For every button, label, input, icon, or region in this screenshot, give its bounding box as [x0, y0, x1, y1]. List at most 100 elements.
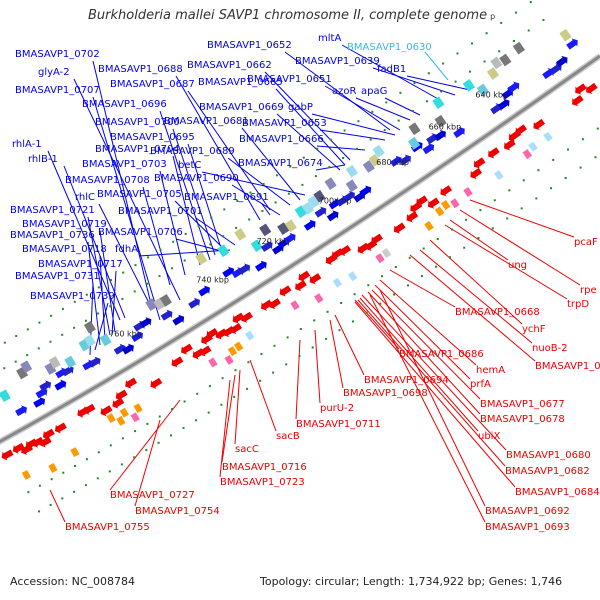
forward-gene-label[interactable]: BMASAVP1_0707 [15, 85, 100, 96]
forward-gene-label[interactable]: mltA [318, 33, 341, 44]
forward-gene-label[interactable]: BMASAVP1_0701 [118, 206, 203, 217]
forward-gene-label[interactable]: apaG [361, 86, 387, 97]
reverse-feature-arrow [416, 195, 428, 207]
guide-dot [196, 392, 199, 395]
reverse-gene-label[interactable]: hemA [476, 365, 505, 376]
reverse-gene-label[interactable]: ychF [522, 324, 546, 335]
forward-feature-arrow [139, 317, 152, 329]
guide-dot [122, 271, 125, 274]
feature-box [490, 56, 503, 70]
reverse-gene-label[interactable]: BMASAVP1_0677 [480, 399, 565, 410]
forward-gene-label[interactable]: glyA-2 [38, 67, 70, 78]
reverse-gene-label[interactable]: BMASAVP1_0684 [515, 487, 600, 498]
reverse-gene-label[interactable]: BMASAVP1_0686 [399, 349, 484, 360]
highlighted-gene-label[interactable]: BMASAVP1_0630 [347, 42, 432, 53]
forward-gene-label[interactable]: BMASAVP1_0653 [242, 118, 327, 129]
forward-gene-label[interactable]: BMASAVP1_0705 [97, 189, 182, 200]
reverse-gene-label[interactable]: ubiX [478, 431, 500, 442]
reverse-feature-arrow [572, 94, 584, 107]
forward-gene-label[interactable]: BMASAVP1_0706 [98, 227, 183, 238]
reverse-gene-label[interactable]: BMASAVP1_0680 [506, 450, 591, 461]
forward-gene-label[interactable]: rhlB-1 [28, 154, 58, 165]
forward-gene-label[interactable]: betC [178, 160, 201, 171]
forward-gene-label[interactable]: BMASAVP1_0681 [164, 116, 249, 127]
forward-gene-label[interactable]: BMASAVP1_0721 [10, 205, 95, 216]
forward-gene-label[interactable]: rhlA-1 [12, 139, 42, 150]
map-title-suffix: p [490, 12, 496, 21]
reverse-gene-label[interactable]: BMASAVP1_0754 [135, 506, 220, 517]
guide-dot [262, 183, 265, 185]
reverse-gene-label[interactable]: BMASAVP1_0716 [222, 462, 307, 473]
forward-gene-label[interactable]: BMASAVP1_0704 [95, 144, 180, 155]
forward-gene-label[interactable]: BMASAVP1_0695 [110, 132, 195, 143]
forward-gene-label[interactable]: BMASAVP1_0691 [184, 192, 269, 203]
forward-gene-label[interactable]: BMASAVP1_0669 [199, 102, 284, 113]
reverse-gene-label[interactable]: rpe [580, 285, 597, 296]
forward-gene-label[interactable]: gabP [288, 102, 313, 113]
reverse-leader-line [419, 249, 533, 344]
forward-feature-arrow [15, 405, 28, 417]
forward-gene-label[interactable]: fdhA [115, 244, 138, 255]
reverse-gene-label[interactable]: BMASAVP1_0698 [343, 388, 428, 399]
forward-gene-label[interactable]: BMASAVP1_0662 [187, 60, 272, 71]
forward-gene-label[interactable]: BMASAVP1_0700 [95, 117, 180, 128]
guide-dot [594, 156, 597, 159]
forward-gene-label[interactable]: BMASAVP1_0687 [110, 79, 195, 90]
reverse-gene-label[interactable]: BMASAVP1_0667 [535, 361, 600, 372]
reverse-gene-label[interactable]: BMASAVP1_0693 [485, 522, 570, 533]
guide-dot [485, 32, 488, 35]
guide-dot [49, 503, 52, 506]
reverse-gene-label[interactable]: sacB [276, 431, 300, 442]
guide-dot [96, 477, 99, 480]
forward-gene-label[interactable]: BMASAVP1_0696 [82, 99, 167, 110]
forward-feature-arrow [238, 263, 251, 275]
reverse-gene-label[interactable]: sacC [235, 444, 259, 455]
guide-dot [85, 319, 87, 322]
forward-gene-label[interactable]: BMASAVP1_0690 [154, 173, 239, 184]
forward-gene-label[interactable]: BMASAVP1_0652 [207, 40, 292, 51]
guide-dot [329, 138, 332, 141]
forward-gene-label[interactable]: BMASAVP1_0689 [150, 146, 235, 157]
feature-box [347, 271, 358, 282]
forward-gene-label[interactable]: BMASAVP1_0717 [38, 259, 123, 270]
reverse-gene-label[interactable]: BMASAVP1_0723 [220, 477, 305, 488]
forward-gene-label[interactable]: BMASAVP1_0736 [10, 230, 95, 241]
reverse-gene-label[interactable]: prfA [470, 379, 491, 390]
forward-gene-label[interactable]: BMASAVP1_0702 [15, 49, 100, 60]
reverse-gene-label[interactable]: purU-2 [320, 403, 354, 414]
reverse-gene-label[interactable]: BMASAVP1_0678 [480, 414, 565, 425]
forward-gene-label[interactable]: fadB1 [377, 64, 406, 75]
forward-gene-label[interactable]: BMASAVP1_0708 [65, 175, 150, 186]
reverse-gene-label[interactable]: BMASAVP1_0727 [110, 490, 195, 501]
reverse-gene-label[interactable]: BMASAVP1_0755 [65, 522, 150, 533]
reverse-gene-label[interactable]: BMASAVP1_0692 [485, 506, 570, 517]
forward-gene-label[interactable]: BMASAVP1_0719 [22, 219, 107, 230]
guide-dot [454, 80, 457, 83]
reverse-gene-label[interactable]: trpD [567, 299, 589, 310]
reverse-gene-label[interactable]: nuoB-2 [532, 343, 568, 354]
forward-gene-label[interactable]: BMASAVP1_0639 [295, 56, 380, 67]
forward-gene-label[interactable]: rhlC [75, 192, 95, 203]
forward-gene-label[interactable]: BMASAVP1_0731 [15, 271, 100, 282]
reverse-gene-label[interactable]: ung [508, 260, 527, 271]
forward-gene-label[interactable]: BMASAVP1_0666 [239, 134, 324, 145]
forward-gene-label[interactable]: BMASAVP1_0665 [198, 77, 283, 88]
guide-dot [147, 256, 149, 259]
forward-gene-label[interactable]: BMASAVP1_0739 [30, 291, 115, 302]
forward-gene-label[interactable]: BMASAVP1_0688 [98, 64, 183, 75]
forward-leader-line [241, 127, 301, 201]
forward-gene-label[interactable]: BMASAVP1_0718 [22, 244, 107, 255]
reverse-feature-arrow [230, 323, 243, 335]
reverse-gene-label[interactable]: pcaF [574, 237, 598, 248]
reverse-gene-label[interactable]: BMASAVP1_0682 [505, 466, 590, 477]
forward-leader-line [324, 85, 401, 131]
reverse-gene-label[interactable]: BMASAVP1_0694 [364, 375, 449, 386]
reverse-gene-label[interactable]: BMASAVP1_0668 [455, 307, 540, 318]
forward-gene-label[interactable]: BMASAVP1_0703 [82, 159, 167, 170]
feature-box [44, 362, 57, 375]
forward-gene-label[interactable]: BMASAVP1_0674 [238, 158, 323, 169]
forward-gene-label[interactable]: BMASAVP1_0651 [247, 74, 332, 85]
reverse-gene-label[interactable]: BMASAVP1_0711 [296, 419, 381, 430]
forward-gene-label[interactable]: azoR [332, 86, 356, 97]
reverse-feature-arrow [504, 139, 516, 151]
